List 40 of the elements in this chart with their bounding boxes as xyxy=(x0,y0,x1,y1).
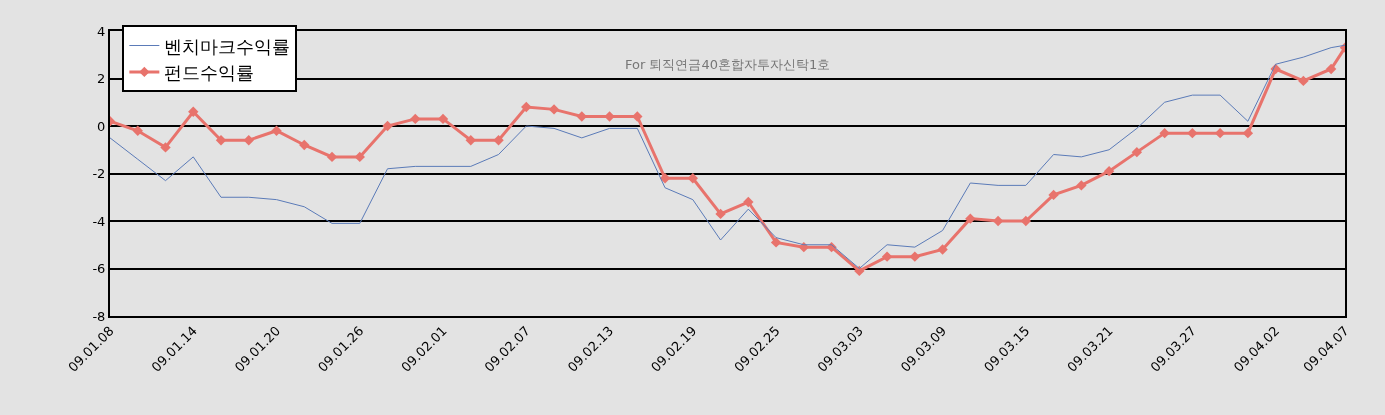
point xyxy=(354,151,365,163)
point xyxy=(632,111,643,122)
point xyxy=(743,196,754,208)
y-tick-label: 0 xyxy=(97,118,106,134)
y-tick-label: -2 xyxy=(92,166,106,182)
point xyxy=(188,106,199,117)
y-tick-label: -8 xyxy=(92,308,106,324)
legend-label: 벤치마크수익률 xyxy=(164,35,291,57)
point xyxy=(715,208,726,220)
point xyxy=(965,213,976,224)
point xyxy=(909,251,921,262)
y-tick-label: -4 xyxy=(92,213,106,229)
point xyxy=(1103,165,1115,177)
point xyxy=(937,244,948,255)
point xyxy=(299,139,310,151)
point xyxy=(687,173,699,184)
point xyxy=(1131,146,1143,158)
y-tick-label: 4 xyxy=(97,23,106,39)
legend-label: 펀드수익률 xyxy=(164,61,255,83)
point xyxy=(548,104,560,115)
y-tick-label: -6 xyxy=(92,261,106,277)
point xyxy=(1298,75,1309,87)
point xyxy=(521,101,532,113)
point xyxy=(1187,127,1198,139)
point xyxy=(160,142,171,153)
y-tick-label: 2 xyxy=(97,71,106,87)
point xyxy=(465,135,476,146)
point xyxy=(1159,127,1170,139)
point xyxy=(493,135,504,146)
annotation: For 퇴직연금40혼합자투자신탁1호 xyxy=(625,57,831,72)
point xyxy=(1076,180,1087,191)
point xyxy=(1048,189,1059,201)
point xyxy=(1325,63,1337,75)
point xyxy=(576,111,587,122)
point xyxy=(243,135,254,146)
point xyxy=(770,237,782,248)
point xyxy=(271,125,282,136)
point xyxy=(132,125,143,136)
point xyxy=(382,120,393,132)
point xyxy=(410,113,421,125)
